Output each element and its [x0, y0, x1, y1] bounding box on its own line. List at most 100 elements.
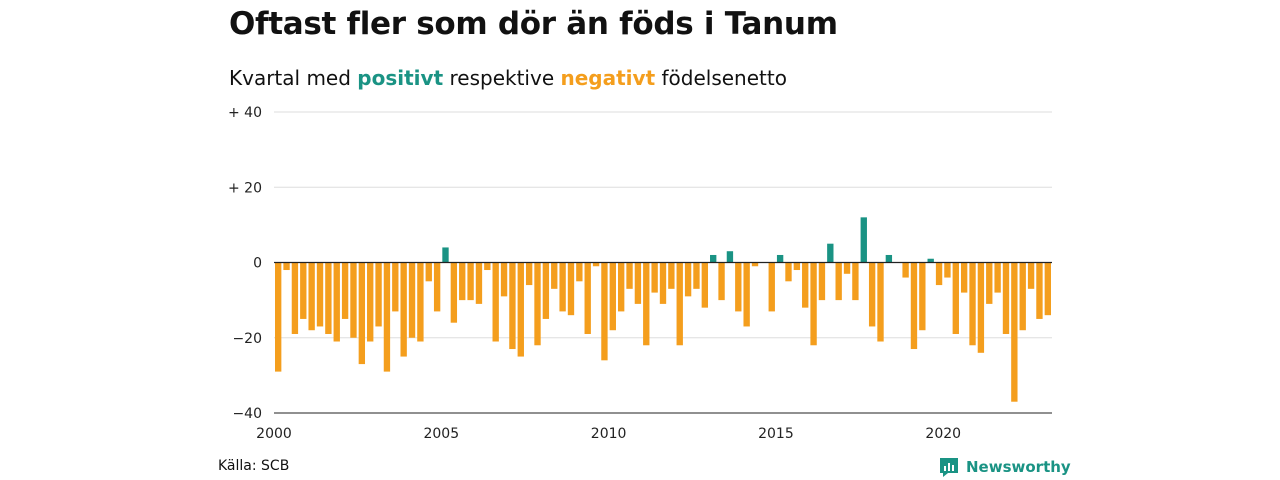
bar [735, 262, 742, 312]
x-tick-label: 2005 [423, 426, 459, 442]
bar [559, 262, 566, 312]
bar [1027, 262, 1035, 289]
bar [793, 262, 801, 271]
bar [475, 262, 483, 304]
bar [542, 262, 550, 319]
chart-title: Oftast fler som dör än föds i Tanum [229, 6, 838, 42]
subtitle-positive-label: positivt [357, 66, 444, 90]
bar [417, 262, 424, 342]
bar [1011, 262, 1018, 402]
bar [1036, 262, 1043, 319]
bar [835, 262, 842, 301]
bar [969, 262, 976, 346]
bar [350, 262, 357, 338]
bar [300, 262, 307, 319]
bar [408, 262, 416, 338]
bar [392, 262, 399, 312]
y-tick-label: 0 [253, 256, 262, 272]
bar [492, 262, 499, 342]
bar [626, 262, 633, 289]
bar [751, 262, 759, 267]
bar [776, 254, 784, 263]
bar [358, 262, 366, 365]
bar [383, 262, 391, 372]
bar [325, 262, 332, 334]
bar [994, 262, 1001, 293]
y-tick-label: + 20 [228, 180, 262, 196]
x-tick-label: 2010 [591, 426, 627, 442]
bar [291, 262, 299, 334]
bar [367, 262, 374, 342]
bar [785, 262, 792, 282]
bar [668, 262, 675, 289]
subtitle-negative-label: negativt [560, 66, 656, 90]
bar [534, 262, 541, 346]
bar [517, 262, 524, 357]
bar [910, 262, 918, 350]
bar [500, 262, 508, 297]
bar [693, 262, 700, 289]
bar [333, 262, 340, 342]
bar [768, 262, 775, 312]
bar [818, 262, 826, 301]
bar [885, 254, 893, 263]
brand: Newsworthy [938, 456, 1071, 478]
bar [726, 251, 734, 263]
bar [442, 247, 449, 263]
source-note: Källa: SCB [218, 458, 290, 474]
bar [919, 262, 926, 331]
bar [1044, 262, 1051, 316]
bar [718, 262, 725, 301]
bar [935, 262, 943, 286]
x-tick-label: 2000 [256, 426, 292, 442]
x-tick-label: 2015 [758, 426, 794, 442]
bar [634, 262, 642, 304]
bar [952, 262, 959, 334]
y-tick-label: −40 [232, 406, 262, 422]
y-tick-label: + 40 [228, 105, 262, 121]
subtitle-text-mid: respektive [449, 66, 555, 90]
bar [986, 262, 993, 304]
bar [308, 262, 315, 331]
bar [810, 262, 817, 346]
bar [283, 262, 290, 271]
bar [676, 262, 683, 346]
bar [425, 262, 432, 282]
bar [643, 262, 650, 346]
subtitle-text-post: födelsenetto [661, 66, 787, 90]
bar [877, 262, 884, 342]
bar [977, 262, 985, 353]
bar [592, 262, 600, 267]
bar [375, 262, 382, 327]
bar [802, 262, 809, 308]
bar [684, 262, 692, 297]
bar [400, 262, 407, 357]
x-tick-label: 2020 [925, 426, 961, 442]
bar [701, 262, 709, 308]
chart-subtitle: Kvartal med positivt respektive negativt… [229, 66, 787, 90]
bar [902, 262, 909, 278]
bar [484, 262, 491, 271]
bar [659, 262, 667, 304]
bar [551, 262, 558, 289]
bar [651, 262, 658, 293]
bar [960, 262, 968, 293]
bar [459, 262, 466, 301]
bar [843, 262, 851, 274]
bar [275, 262, 282, 372]
bar [710, 254, 717, 263]
bar [341, 262, 349, 319]
bar [509, 262, 516, 350]
bar [927, 258, 934, 263]
brand-name: Newsworthy [966, 458, 1071, 476]
bar [1019, 262, 1026, 331]
bar [852, 262, 859, 301]
newsworthy-logo-icon [940, 458, 958, 477]
bar [617, 262, 625, 312]
bar [316, 262, 324, 327]
bar [868, 262, 876, 327]
bar [860, 217, 867, 263]
subtitle-text-pre: Kvartal med [229, 66, 351, 90]
bar [525, 262, 533, 286]
